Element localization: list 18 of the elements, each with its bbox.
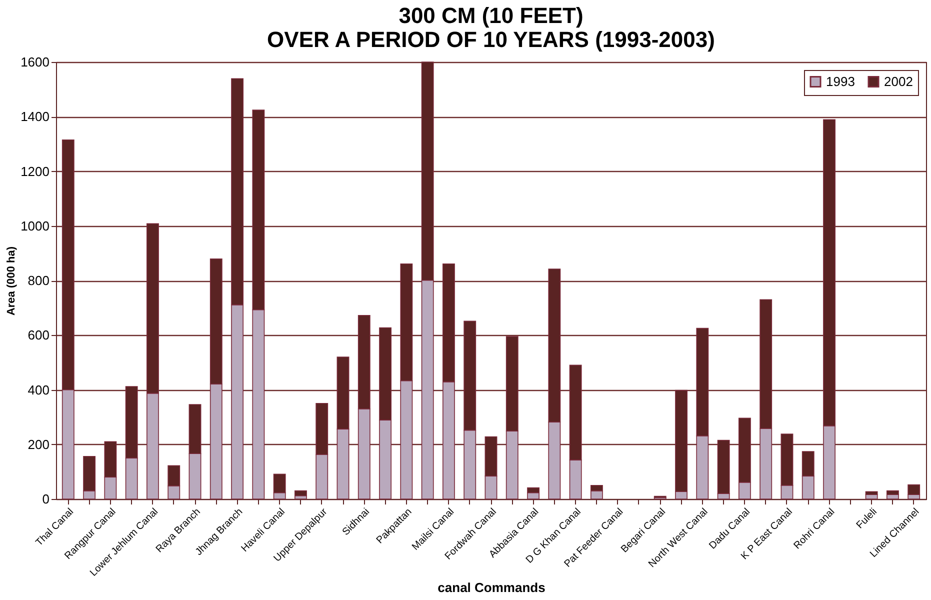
y-tick-label: 1600	[20, 54, 50, 70]
y-tick-label: 1400	[20, 109, 50, 124]
x-axis-title: canal Commands	[438, 580, 546, 596]
bar	[908, 484, 920, 496]
y-tick-label: 400	[28, 382, 50, 398]
legend-label: 1993	[826, 74, 855, 89]
bar	[886, 490, 899, 496]
y-tick-label: 1200	[20, 164, 50, 179]
y-tick-label: 800	[28, 273, 50, 288]
y-tick-label: 600	[28, 328, 50, 343]
y-tick-label: 1000	[20, 218, 50, 234]
bar	[294, 490, 307, 496]
legend-label: 2002	[884, 74, 913, 89]
bar	[865, 491, 878, 496]
y-tick-label: 0	[42, 492, 50, 506]
y-axis-title: Area (000 ha)	[6, 246, 18, 316]
chart-title: 300 CM (10 FEET) OVER A PERIOD OF 10 YEARS (1993-2003)	[267, 3, 715, 52]
y-tick-label: 200	[28, 436, 50, 452]
